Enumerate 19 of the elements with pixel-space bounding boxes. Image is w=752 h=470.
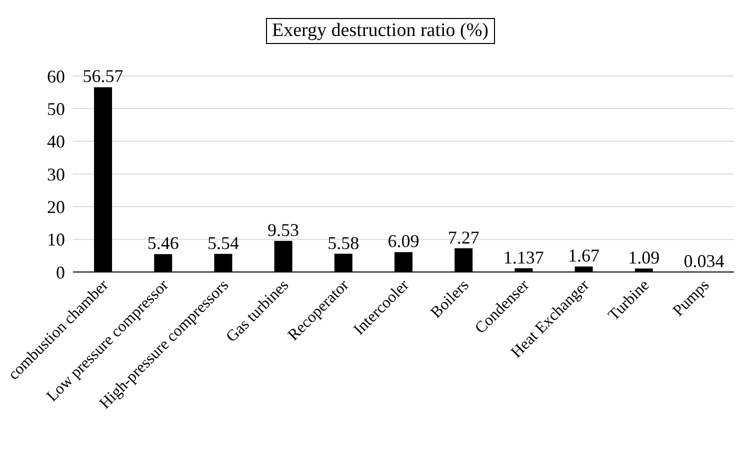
data-label: 9.53 — [268, 220, 300, 240]
y-tick-label: 10 — [47, 230, 65, 250]
y-tick-label: 30 — [47, 164, 65, 184]
data-label: 7.27 — [448, 227, 480, 248]
y-tick-label: 20 — [47, 197, 65, 218]
data-label: 5.46 — [147, 233, 179, 254]
y-tick-label: 60 — [47, 66, 65, 86]
data-label: 56.57 — [82, 66, 124, 86]
y-tick-label: 50 — [47, 99, 65, 120]
data-label: 6.09 — [388, 231, 420, 252]
data-label: 1.137 — [503, 247, 544, 268]
data-label: 5.58 — [328, 232, 360, 253]
data-label: 1.09 — [628, 247, 660, 268]
data-label: 5.54 — [207, 232, 239, 253]
y-tick-label: 40 — [47, 132, 65, 152]
y-tick-label: 0 — [56, 262, 65, 282]
chart-title: Exergy destruction ratio (%) — [266, 18, 494, 44]
data-label: 0.034 — [684, 250, 724, 271]
data-label: 1.67 — [568, 246, 600, 266]
